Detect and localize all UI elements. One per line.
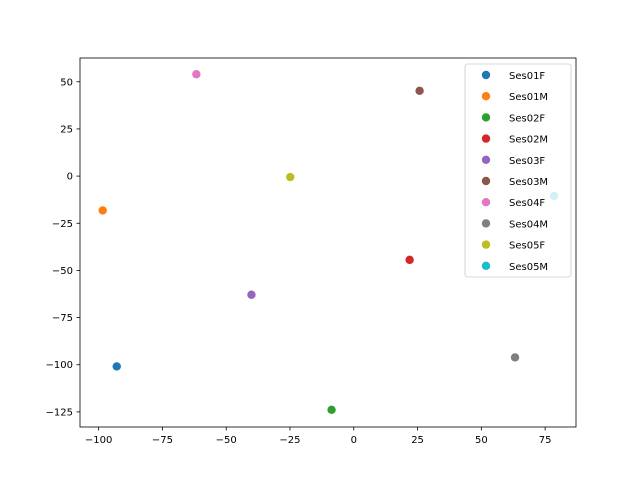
y-axis: −125 −100 −75 −50 −25 0 25 50 <box>46 77 80 418</box>
y-tick-label: 0 <box>67 172 73 183</box>
x-tick-label: −75 <box>152 435 173 446</box>
legend-label-ses05f: Ses05F <box>509 241 545 252</box>
x-tick-label: −50 <box>216 435 237 446</box>
data-point-ses02m <box>405 255 414 265</box>
data-point-ses04m <box>510 353 520 362</box>
legend-marker-ses02f <box>481 113 491 122</box>
legend-marker-ses04m <box>481 219 491 228</box>
y-tick-label: −25 <box>52 219 73 230</box>
data-point-ses03m <box>415 86 424 96</box>
legend-label-ses03m: Ses03M <box>509 177 548 188</box>
data-point-ses04f <box>192 70 201 79</box>
x-tick-label: −100 <box>85 435 112 446</box>
x-tick-label: 25 <box>411 435 424 446</box>
x-tick-label: 75 <box>539 435 552 446</box>
y-tick-label: −50 <box>52 266 73 277</box>
legend-marker-ses04f <box>481 198 491 207</box>
legend-marker-ses03m <box>481 176 491 186</box>
legend-marker-ses01f <box>481 70 491 80</box>
legend-marker-ses02m <box>481 134 491 143</box>
legend-marker-ses05m <box>481 261 491 270</box>
legend: Ses01F Ses01M Ses02F Ses02M Ses03F Ses03M Ses0… <box>464 63 572 278</box>
legend-marker-ses05f <box>481 240 491 249</box>
data-point-ses02f <box>327 405 336 415</box>
data-point-ses01f <box>112 362 121 371</box>
legend-label-ses03f: Ses03F <box>509 156 545 167</box>
legend-label-ses04m: Ses04M <box>509 219 548 230</box>
legend-label-ses02m: Ses02M <box>509 135 548 146</box>
legend-label-ses01f: Ses01F <box>509 71 545 82</box>
x-tick-label: −25 <box>279 435 300 446</box>
y-tick-label: −100 <box>46 360 73 371</box>
y-tick-label: −125 <box>46 407 73 418</box>
y-tick-label: −75 <box>52 313 73 324</box>
legend-label-ses05m: Ses05M <box>509 262 548 273</box>
x-axis: −100 −75 −50 −25 0 25 50 75 <box>85 427 552 446</box>
y-tick-label: 25 <box>60 124 73 135</box>
y-tick-label: 50 <box>60 77 73 88</box>
x-tick-label: 50 <box>475 435 488 446</box>
data-point-ses01m <box>98 206 107 215</box>
legend-label-ses04f: Ses04F <box>509 198 545 209</box>
data-point-ses05f <box>286 172 295 182</box>
legend-box <box>464 63 572 278</box>
legend-label-ses01m: Ses01M <box>509 92 548 103</box>
x-tick-label: 0 <box>351 435 357 446</box>
data-point-ses03f <box>247 290 256 299</box>
legend-label-ses02f: Ses02F <box>509 113 545 124</box>
legend-marker-ses01m <box>481 92 491 101</box>
legend-marker-ses03f <box>481 155 491 164</box>
